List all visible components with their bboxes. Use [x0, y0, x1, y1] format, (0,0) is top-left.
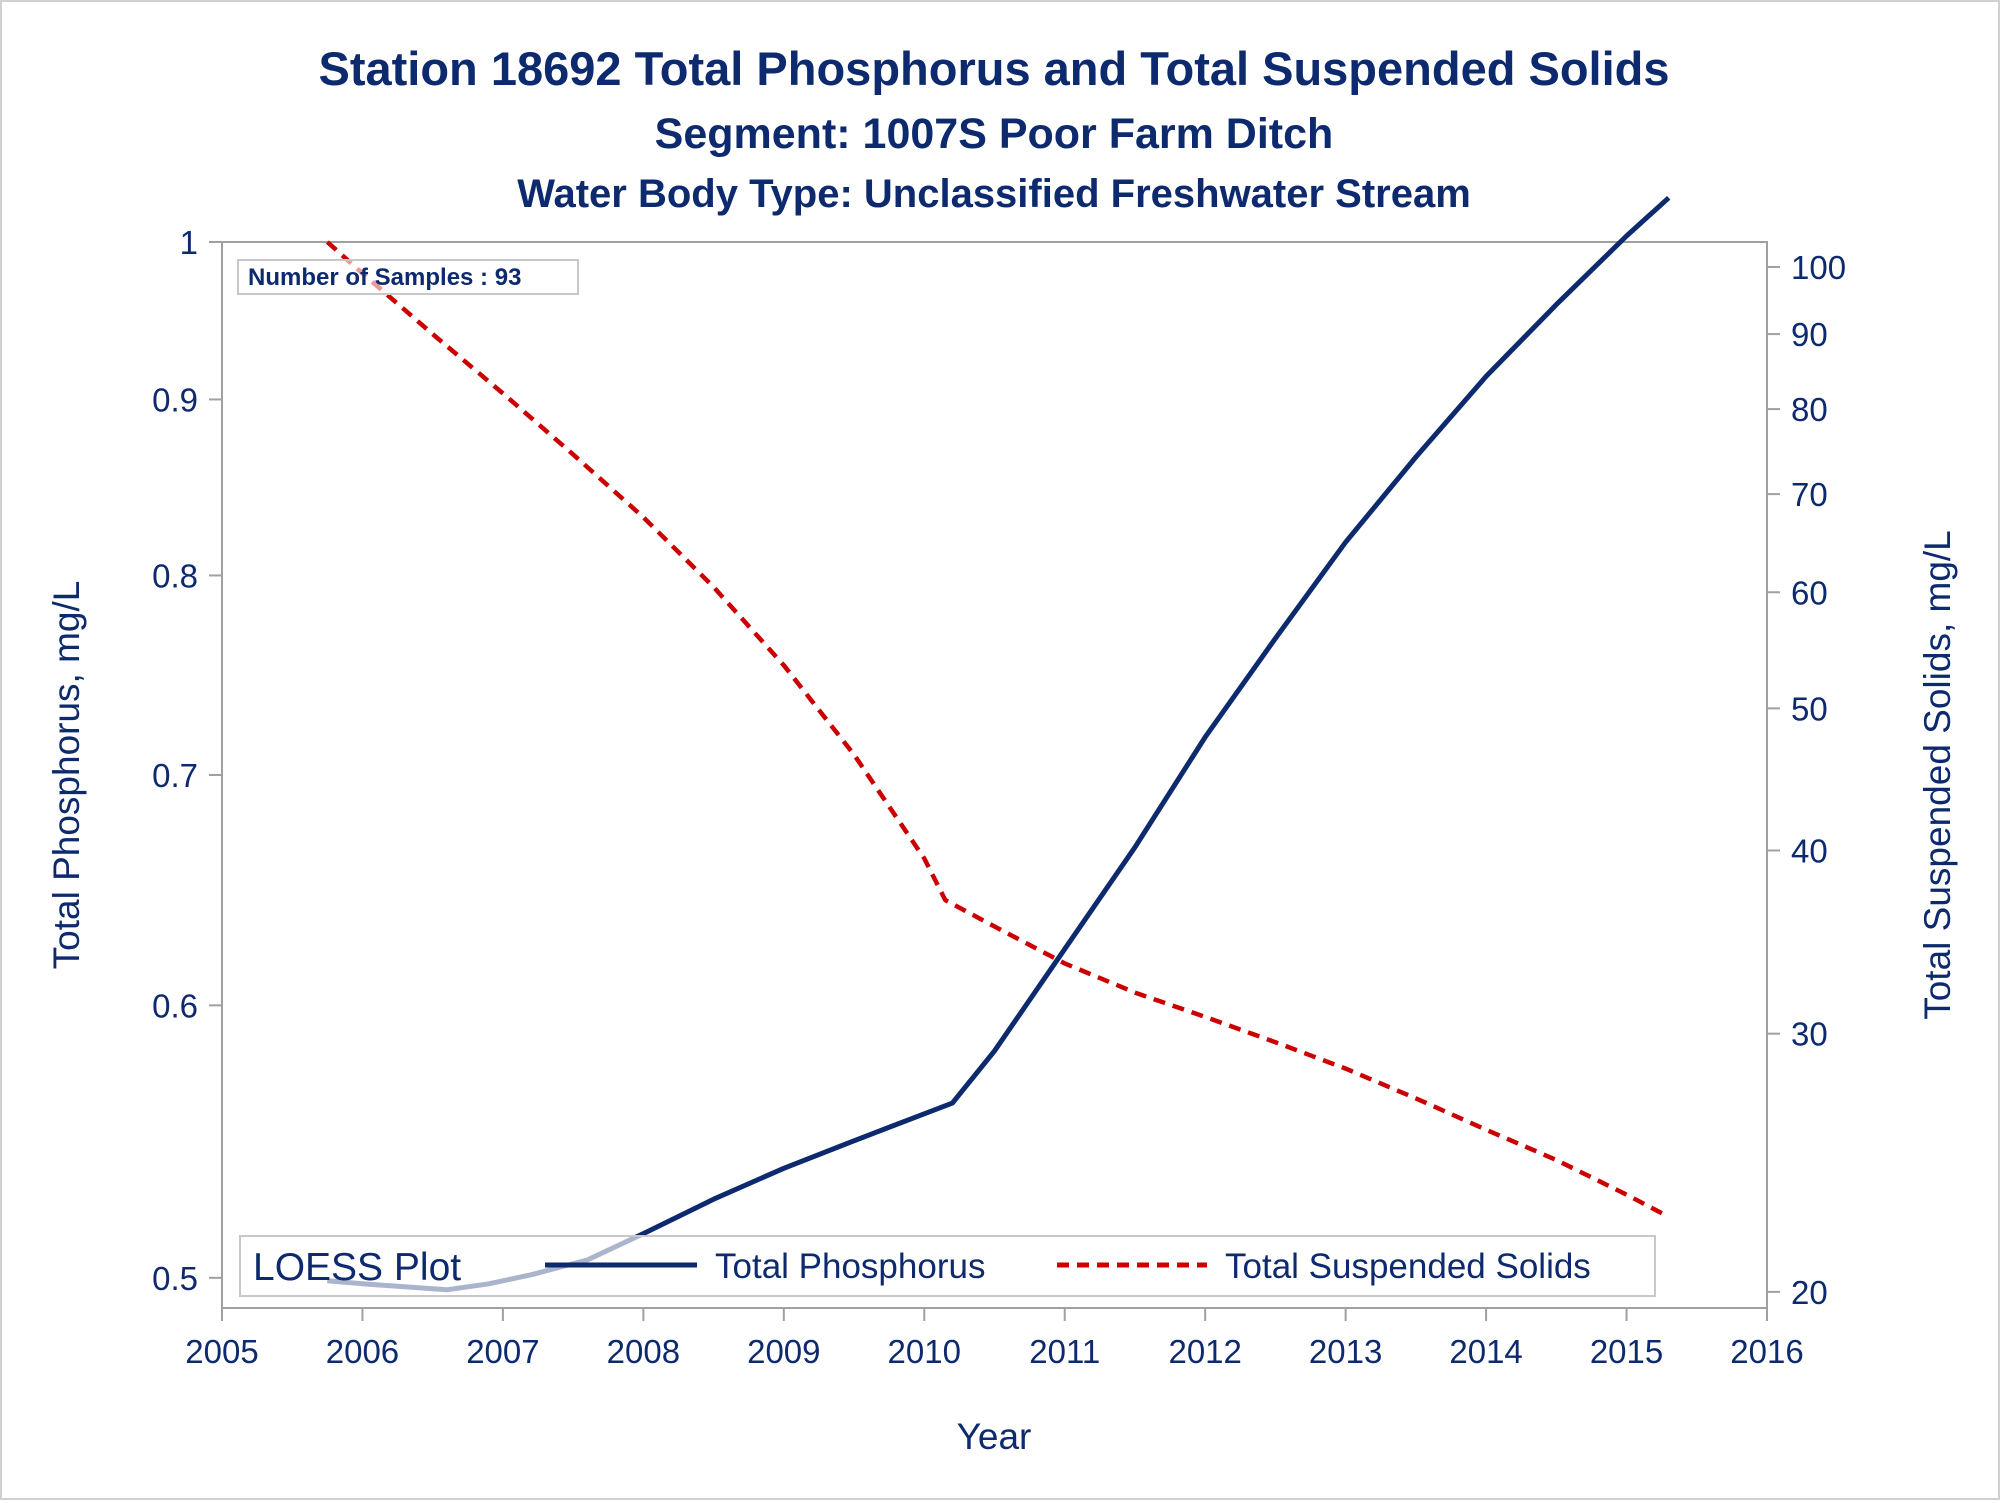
x-tick-label: 2014 [1449, 1333, 1522, 1370]
y-axis-right: 20 30 40 50 60 70 80 90 100 [1767, 249, 1846, 1311]
legend-label-total-suspended-solids: Total Suspended Solids [1225, 1247, 1591, 1286]
x-tick-label: 2009 [747, 1333, 820, 1370]
chart-subtitle-2: Water Body Type: Unclassified Freshwater… [517, 172, 1471, 216]
y2-tick-label: 100 [1791, 249, 1846, 286]
y2-tick-label: 70 [1791, 476, 1828, 513]
y-tick-label: 0.5 [152, 1260, 198, 1297]
series-line-total-suspended-solids [325, 240, 1670, 1219]
x-axis: 2005 2006 2007 2008 2009 2010 2011 2012 2013 2014… [185, 1308, 1804, 1370]
y-tick-label: 0.9 [152, 381, 198, 418]
y2-tick-label: 60 [1791, 574, 1828, 611]
x-tick-label: 2008 [607, 1333, 680, 1370]
x-tick-label: 2011 [1029, 1333, 1100, 1370]
y2-tick-label: 30 [1791, 1016, 1828, 1053]
legend-box [239, 1235, 1656, 1297]
legend-label-total-phosphorus: Total Phosphorus [715, 1247, 985, 1286]
y-tick-label: 1 [180, 224, 198, 261]
y2-axis-label: Total Suspended Solids, mg/L [1917, 530, 1958, 1020]
y2-tick-label: 90 [1791, 316, 1828, 353]
y2-tick-label: 80 [1791, 391, 1828, 428]
legend: LOESS Plot Total Phosphorus Total Suspen… [239, 1235, 1656, 1297]
y-tick-label: 0.7 [152, 757, 198, 794]
x-tick-label: 2013 [1309, 1333, 1382, 1370]
series-layer [325, 195, 1671, 1293]
x-tick-label: 2005 [185, 1333, 258, 1370]
y2-tick-label: 20 [1791, 1274, 1828, 1311]
y2-tick-label: 40 [1791, 832, 1828, 869]
y-tick-label: 0.8 [152, 557, 198, 594]
series-line-total-phosphorus [327, 195, 1671, 1293]
y-tick-label: 0.6 [152, 987, 198, 1024]
sample-count-inset: Number of Samples : 93 [237, 259, 579, 295]
y-axis-label: Total Phosphorus, mg/L [46, 581, 87, 970]
x-tick-label: 2006 [326, 1333, 399, 1370]
x-tick-label: 2015 [1590, 1333, 1663, 1370]
x-tick-label: 2016 [1730, 1333, 1803, 1370]
y2-tick-label: 50 [1791, 690, 1828, 727]
sample-count-text: Number of Samples : 93 [248, 264, 521, 291]
sample-count-box [237, 259, 579, 295]
x-tick-label: 2012 [1168, 1333, 1241, 1370]
plot-area-border [221, 241, 1768, 1309]
chart-subtitle: Segment: 1007S Poor Farm Ditch [655, 110, 1334, 158]
x-tick-label: 2010 [888, 1333, 961, 1370]
x-tick-label: 2007 [466, 1333, 539, 1370]
legend-title: LOESS Plot [253, 1246, 461, 1289]
y-axis-left: 0.5 0.6 0.7 0.8 0.9 1 [152, 224, 222, 1297]
chart-title: Station 18692 Total Phosphorus and Total… [319, 42, 1670, 95]
x-axis-label: Year [957, 1416, 1032, 1457]
